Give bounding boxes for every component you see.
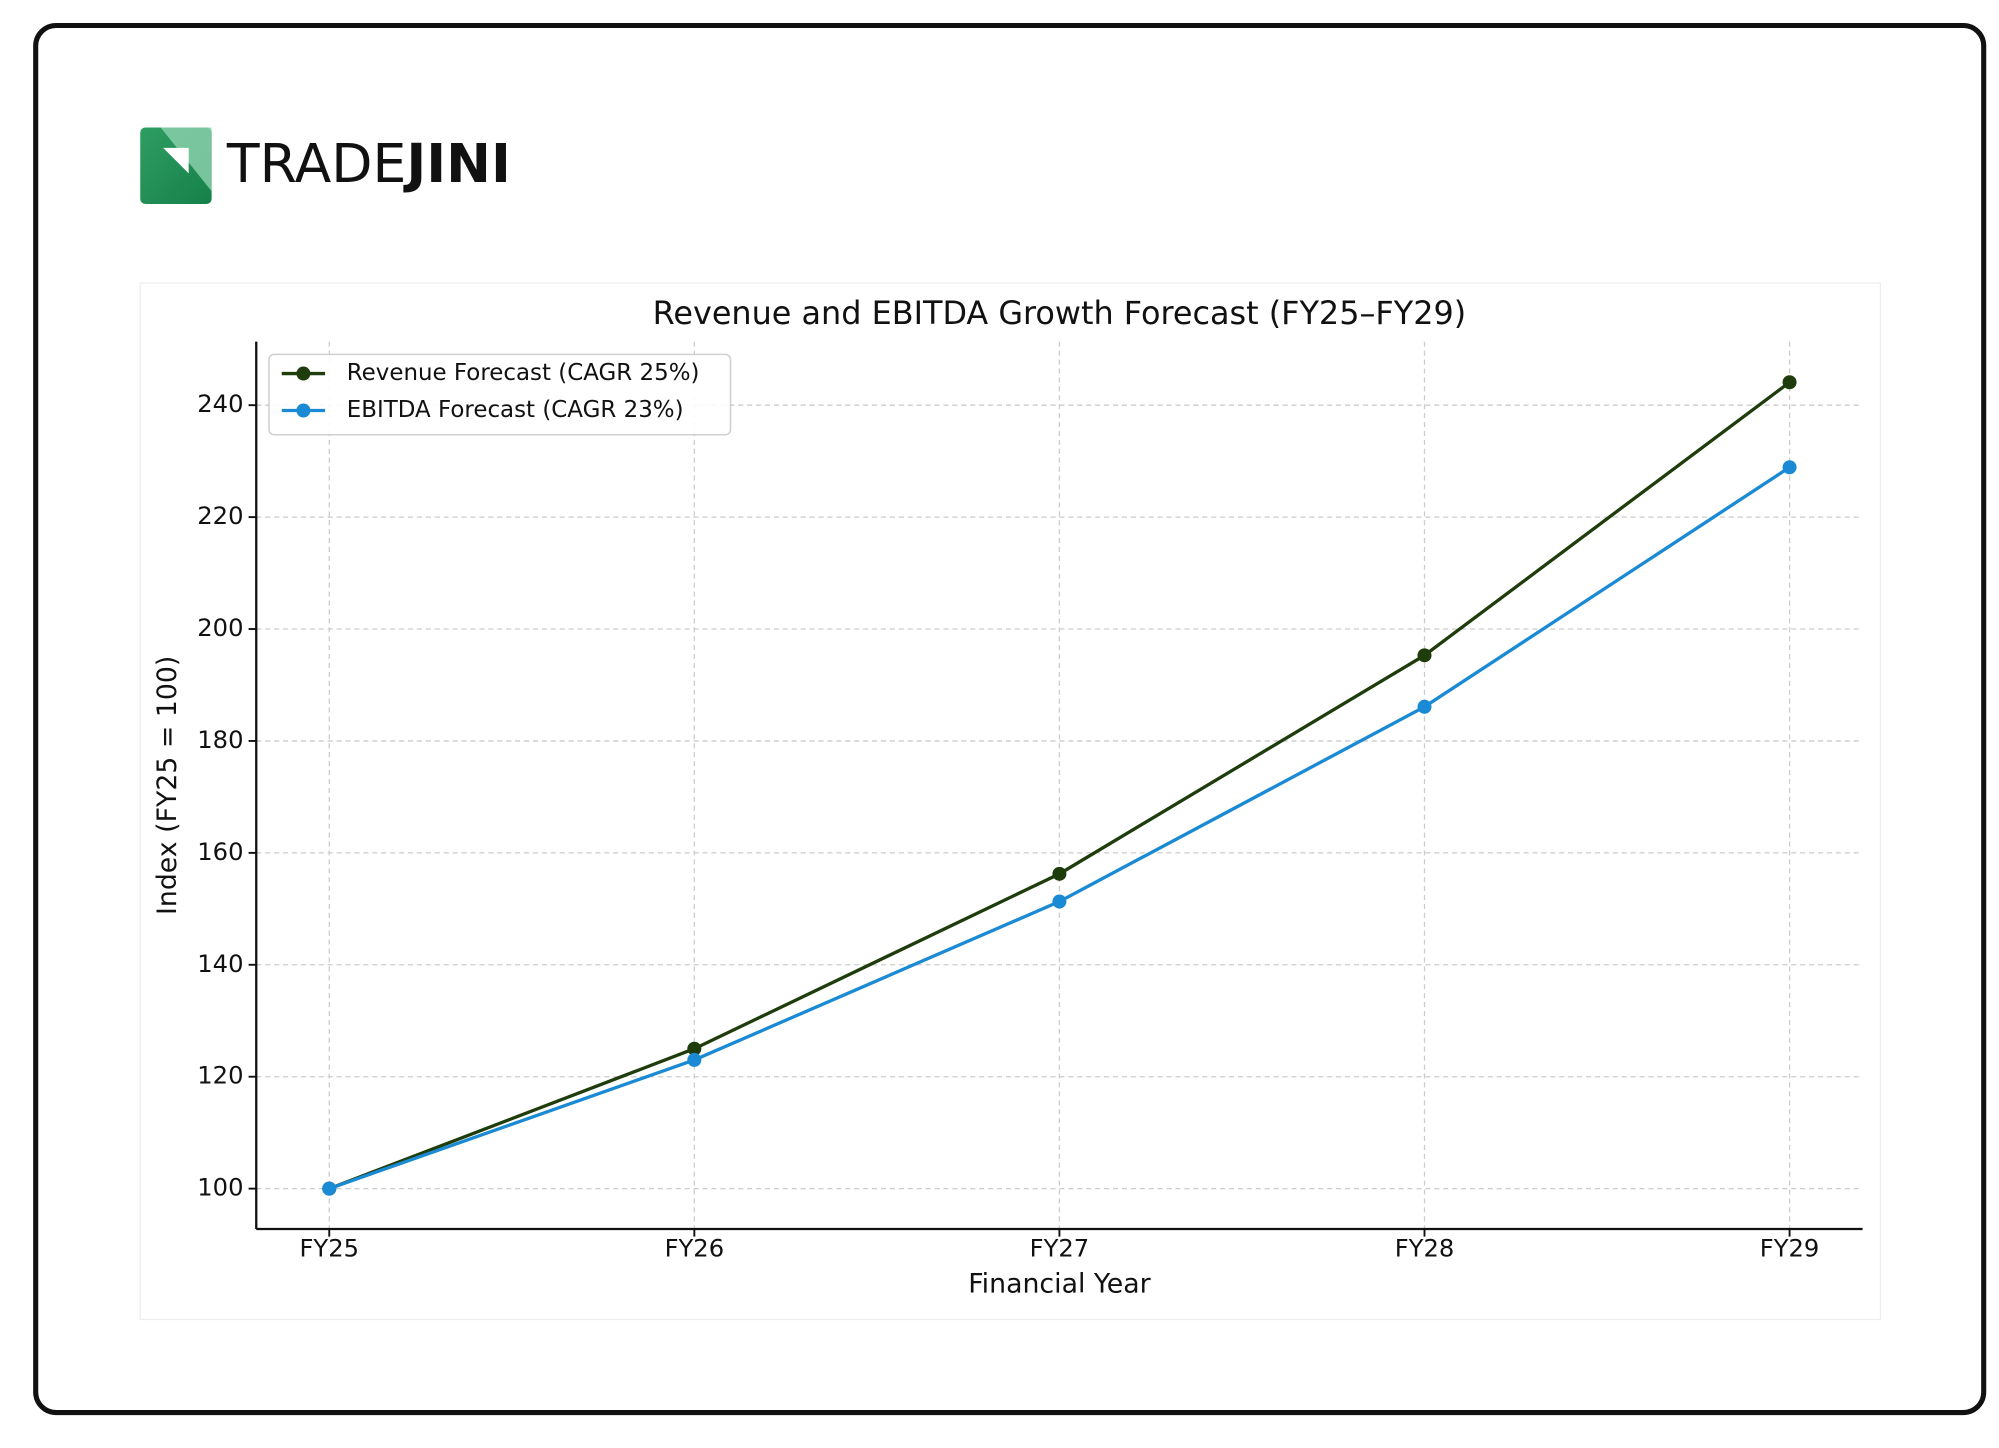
- y-tick-label: 200: [197, 614, 243, 642]
- logo: TRADEJINI: [140, 127, 511, 204]
- point: [1052, 894, 1067, 909]
- logo-text: TRADEJINI: [226, 132, 511, 195]
- legend-marker: [296, 403, 311, 418]
- point: [1417, 648, 1432, 663]
- point: [687, 1052, 702, 1067]
- logo-bold: JINI: [403, 132, 511, 195]
- legend-box: [268, 353, 732, 436]
- y-axis-label: Index (FY25 = 100): [152, 656, 183, 915]
- logo-light: TRADE: [226, 132, 406, 195]
- point: [1417, 699, 1432, 714]
- y-tick-label: 120: [197, 1062, 243, 1090]
- point: [1782, 460, 1797, 475]
- legend-label: Revenue Forecast (CAGR 25%): [347, 360, 700, 386]
- y-tick-label: 100: [197, 1174, 243, 1202]
- point: [1782, 375, 1797, 390]
- legend-label: EBITDA Forecast (CAGR 23%): [347, 397, 684, 423]
- x-tick-label: FY27: [1030, 1234, 1090, 1262]
- y-tick-label: 220: [197, 502, 243, 530]
- chart-title: Revenue and EBITDA Growth Forecast (FY25…: [653, 294, 1467, 332]
- point: [687, 1041, 702, 1056]
- x-tick-label: FY28: [1395, 1234, 1455, 1262]
- y-tick-label: 160: [197, 838, 243, 866]
- y-tick-label: 180: [197, 726, 243, 754]
- x-tick-label: FY29: [1760, 1234, 1820, 1262]
- point: [1052, 866, 1067, 881]
- point: [322, 1181, 337, 1196]
- x-tick-label: FY25: [299, 1234, 359, 1262]
- chart: Revenue and EBITDA Growth Forecast (FY25…: [152, 294, 1863, 1300]
- y-tick-label: 240: [197, 390, 243, 418]
- chart-panel: [139, 282, 1882, 1321]
- x-axis-label: Financial Year: [968, 1269, 1150, 1300]
- x-tick-label: FY26: [665, 1234, 725, 1262]
- legend-marker: [296, 366, 311, 381]
- y-tick-label: 140: [197, 950, 243, 978]
